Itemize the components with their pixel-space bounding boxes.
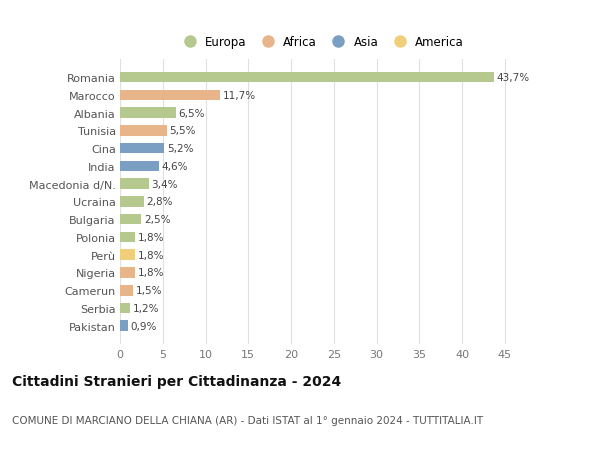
Text: 43,7%: 43,7% [496,73,529,83]
Text: 1,8%: 1,8% [138,232,164,242]
Text: 11,7%: 11,7% [223,90,256,101]
Text: 6,5%: 6,5% [178,108,205,118]
Text: 2,5%: 2,5% [144,215,170,224]
Bar [120,108,176,119]
Text: 3,4%: 3,4% [152,179,178,189]
Bar [120,303,130,313]
Bar [120,179,149,190]
Text: 1,2%: 1,2% [133,303,160,313]
Text: 0,9%: 0,9% [130,321,157,331]
Bar [120,90,220,101]
Text: 1,5%: 1,5% [136,285,162,296]
Text: 2,8%: 2,8% [146,197,173,207]
Text: 1,8%: 1,8% [138,250,164,260]
Bar [120,161,160,172]
Bar [120,126,167,136]
Bar [120,232,136,243]
Bar [120,268,136,278]
Bar [120,73,494,83]
Text: 1,8%: 1,8% [138,268,164,278]
Bar [120,196,144,207]
Text: COMUNE DI MARCIANO DELLA CHIANA (AR) - Dati ISTAT al 1° gennaio 2024 - TUTTITALI: COMUNE DI MARCIANO DELLA CHIANA (AR) - D… [12,415,483,425]
Bar [120,250,136,260]
Bar [120,321,128,331]
Text: 5,2%: 5,2% [167,144,194,154]
Bar [120,214,142,225]
Bar [120,285,133,296]
Text: 5,5%: 5,5% [170,126,196,136]
Bar [120,144,164,154]
Legend: Europa, Africa, Asia, America: Europa, Africa, Asia, America [173,31,469,54]
Text: Cittadini Stranieri per Cittadinanza - 2024: Cittadini Stranieri per Cittadinanza - 2… [12,374,341,388]
Text: 4,6%: 4,6% [162,162,188,172]
